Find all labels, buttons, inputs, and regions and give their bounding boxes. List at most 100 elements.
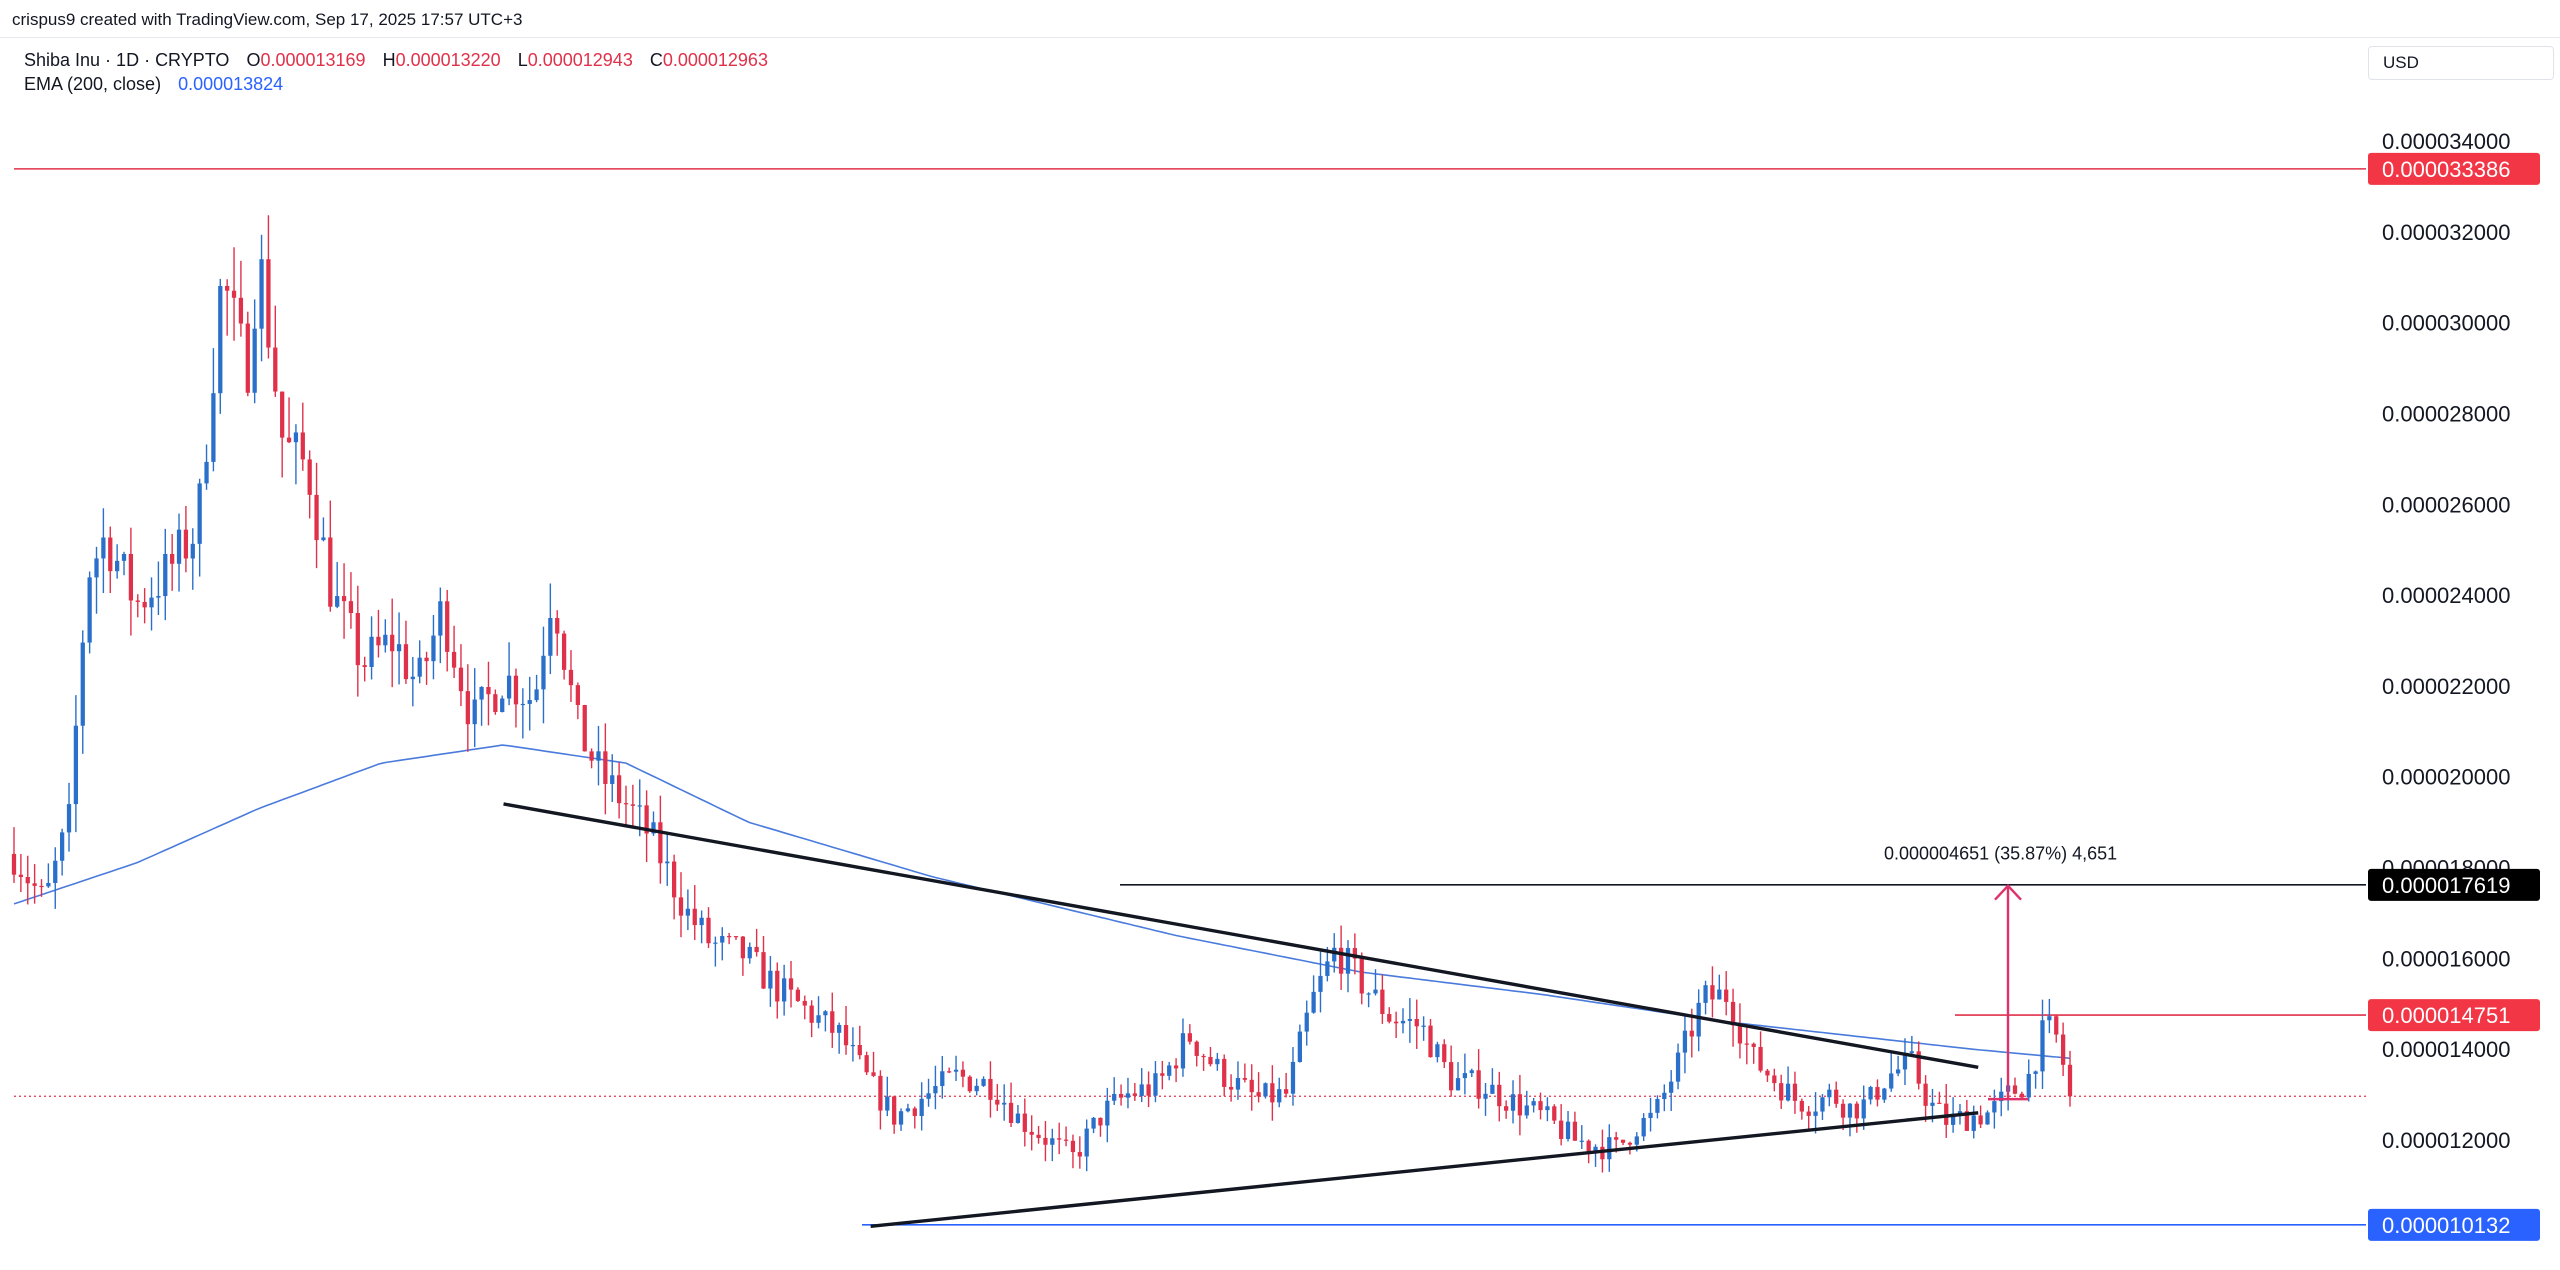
candle[interactable]	[589, 748, 594, 769]
candle[interactable]	[1923, 1075, 1928, 1122]
candle[interactable]	[245, 311, 250, 397]
candle[interactable]	[892, 1095, 897, 1134]
price-level-tag[interactable]: 0.000014751	[2368, 999, 2540, 1032]
price-level-tag[interactable]: 0.000017619	[2368, 868, 2540, 901]
candle[interactable]	[1249, 1064, 1254, 1111]
candle[interactable]	[438, 587, 443, 664]
candle[interactable]	[1393, 1011, 1399, 1039]
candle[interactable]	[582, 704, 587, 752]
candle[interactable]	[1139, 1068, 1144, 1103]
candle[interactable]	[823, 1010, 828, 1032]
candle[interactable]	[1909, 1035, 1914, 1057]
candle[interactable]	[1084, 1119, 1089, 1172]
candle[interactable]	[1187, 1024, 1192, 1045]
candle[interactable]	[1366, 992, 1371, 1008]
candle[interactable]	[1263, 1082, 1268, 1099]
candle[interactable]	[280, 391, 285, 478]
candle[interactable]	[1559, 1104, 1564, 1146]
candle[interactable]	[1208, 1046, 1213, 1067]
candle[interactable]	[644, 790, 649, 863]
candle[interactable]	[204, 444, 209, 490]
candle[interactable]	[2047, 998, 2052, 1034]
candle[interactable]	[1607, 1124, 1612, 1172]
candle[interactable]	[32, 864, 37, 904]
candle[interactable]	[362, 656, 367, 682]
candle[interactable]	[135, 594, 140, 618]
candle[interactable]	[1895, 1055, 1901, 1077]
candle[interactable]	[513, 668, 519, 728]
candle[interactable]	[740, 936, 746, 976]
candle[interactable]	[733, 936, 739, 941]
candle[interactable]	[610, 754, 615, 802]
candle[interactable]	[2060, 1022, 2066, 1076]
candle[interactable]	[1215, 1052, 1220, 1071]
candle[interactable]	[66, 782, 72, 852]
candle[interactable]	[211, 348, 216, 472]
candle[interactable]	[548, 583, 553, 675]
candle[interactable]	[1125, 1077, 1131, 1109]
candle[interactable]	[782, 964, 787, 1016]
candle[interactable]	[190, 528, 195, 590]
candle[interactable]	[1063, 1126, 1069, 1147]
candle[interactable]	[390, 598, 395, 688]
candle[interactable]	[46, 863, 51, 888]
candle[interactable]	[616, 762, 622, 819]
candle[interactable]	[197, 478, 202, 577]
candle[interactable]	[1889, 1052, 1894, 1092]
candle[interactable]	[788, 960, 794, 1008]
candle[interactable]	[1455, 1062, 1461, 1091]
candle[interactable]	[816, 996, 821, 1029]
candle[interactable]	[183, 505, 189, 573]
candle[interactable]	[321, 517, 326, 542]
candle[interactable]	[156, 561, 161, 616]
candle[interactable]	[795, 987, 801, 1003]
candle[interactable]	[561, 630, 567, 680]
candle[interactable]	[1153, 1061, 1158, 1103]
candle[interactable]	[1510, 1080, 1516, 1124]
candle[interactable]	[73, 695, 79, 833]
candle[interactable]	[534, 674, 539, 703]
candle[interactable]	[1167, 1061, 1172, 1081]
candle[interactable]	[2054, 1014, 2059, 1043]
candle[interactable]	[383, 619, 388, 653]
candle[interactable]	[596, 725, 601, 786]
candle[interactable]	[1813, 1092, 1818, 1134]
candle[interactable]	[1517, 1074, 1523, 1136]
candle[interactable]	[1675, 1043, 1681, 1090]
candle[interactable]	[266, 215, 271, 359]
candle[interactable]	[1242, 1063, 1247, 1083]
candle[interactable]	[1785, 1066, 1791, 1102]
candle[interactable]	[108, 526, 113, 594]
candle[interactable]	[1036, 1125, 1041, 1144]
candle[interactable]	[1937, 1091, 1942, 1104]
candle[interactable]	[1338, 925, 1344, 990]
candle[interactable]	[2033, 1070, 2038, 1089]
candle[interactable]	[458, 644, 464, 707]
candle[interactable]	[1345, 940, 1351, 993]
candle[interactable]	[1311, 975, 1316, 1014]
candle[interactable]	[1497, 1071, 1502, 1122]
candle[interactable]	[775, 962, 780, 1019]
candle[interactable]	[1758, 1031, 1763, 1073]
candle[interactable]	[355, 585, 360, 697]
candle[interactable]	[1662, 1084, 1667, 1112]
candle[interactable]	[1737, 1003, 1743, 1059]
candle[interactable]	[479, 686, 484, 726]
candle[interactable]	[1744, 1024, 1749, 1065]
candle[interactable]	[410, 657, 415, 707]
candle[interactable]	[1283, 1072, 1289, 1098]
candle[interactable]	[871, 1051, 876, 1078]
candle[interactable]	[1297, 1024, 1302, 1063]
candle[interactable]	[259, 234, 264, 362]
candle[interactable]	[1449, 1045, 1454, 1097]
candle[interactable]	[1359, 952, 1364, 1005]
candle[interactable]	[1373, 969, 1378, 996]
candle[interactable]	[1882, 1087, 1887, 1103]
candle[interactable]	[898, 1108, 904, 1131]
candle[interactable]	[218, 278, 223, 414]
candle[interactable]	[1146, 1071, 1151, 1108]
candle[interactable]	[506, 642, 512, 706]
candle[interactable]	[1057, 1122, 1062, 1155]
candle[interactable]	[60, 828, 65, 876]
